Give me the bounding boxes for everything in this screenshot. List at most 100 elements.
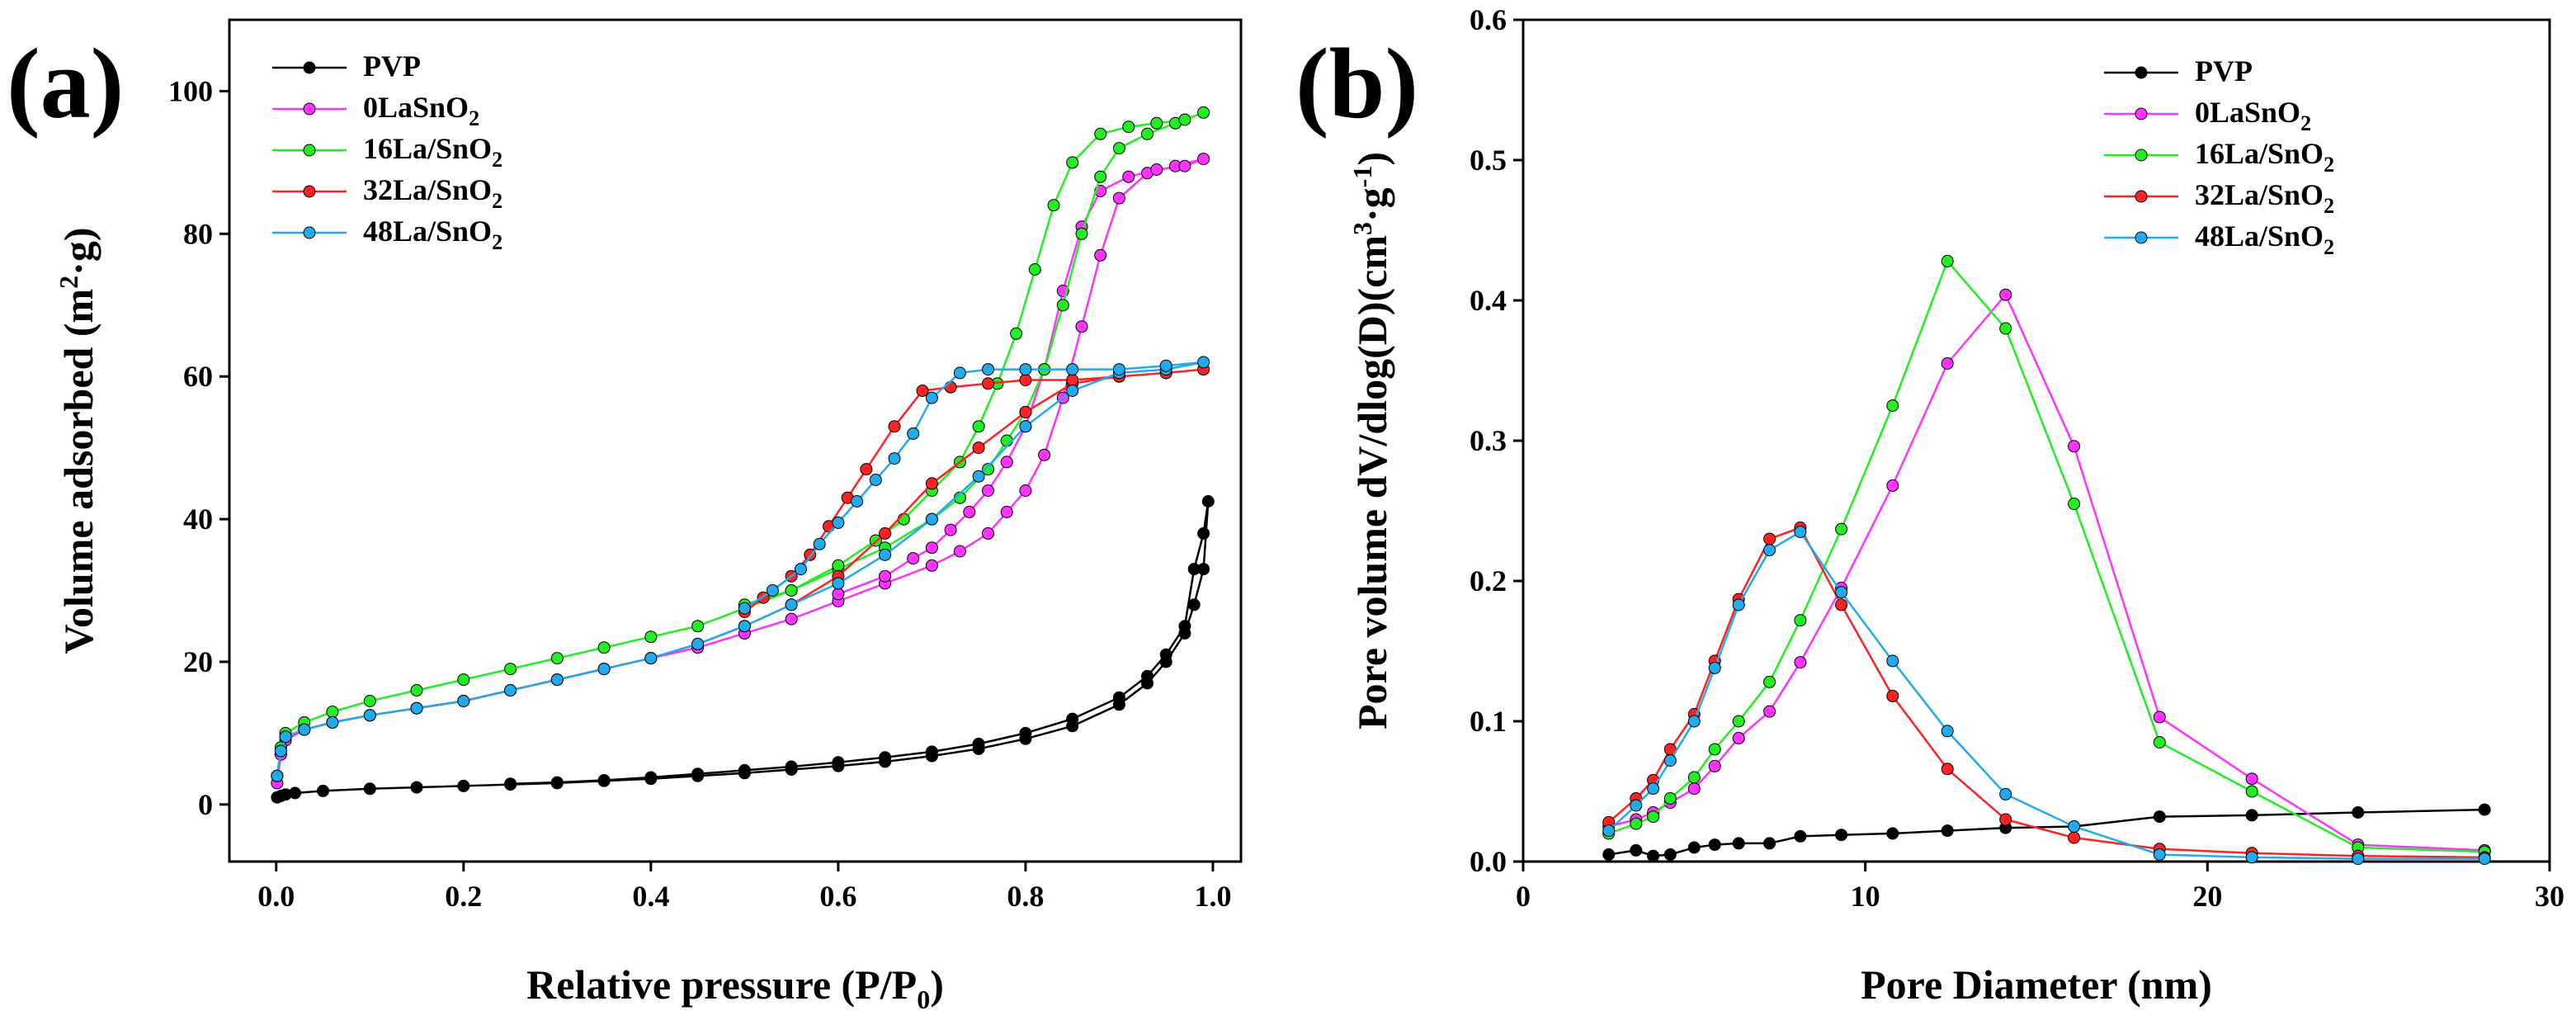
panel-a-point-16la-sno2 (1141, 127, 1154, 140)
panel-a-point-48la-sno2 (795, 563, 807, 576)
panel-a-point-48la-sno2 (766, 584, 779, 597)
panel-a-point-48la-sno2 (1197, 356, 1210, 369)
panel-a-point-pvp (691, 767, 705, 781)
panel-a-point-16la-sno2 (982, 463, 994, 476)
panel-a-y-tick-label: 40 (183, 503, 213, 536)
panel-a-point-0lasno2 (832, 588, 845, 601)
panel-b-legend-marker (2135, 190, 2148, 203)
panel-a-point-16la-sno2 (1094, 170, 1107, 183)
panel-a-point-pvp (832, 756, 845, 769)
panel-b-legend-marker (2135, 231, 2148, 244)
panel-a-point-16la-sno2 (691, 620, 705, 633)
panel-b-point-48la-sno2 (2153, 848, 2166, 861)
panel-b-point-pvp (1602, 848, 1616, 861)
panel-b-point-0lasno2 (2153, 711, 2166, 724)
panel-a-point-48la-sno2 (813, 537, 826, 550)
panel-b-point-16la-sno2 (1647, 810, 1660, 824)
panel-a-point-32la-sno2 (888, 420, 901, 433)
panel-a-point-16la-sno2 (1028, 263, 1041, 276)
panel-b-point-16la-sno2 (1999, 322, 2012, 335)
panel-b-point-48la-sno2 (2068, 820, 2081, 833)
panel-a-legend-label: 48La/SnO2 (363, 215, 502, 254)
panel-a-series-16la-sno2 (271, 106, 1210, 782)
panel-a-point-pvp (1019, 726, 1032, 739)
panel-a-x-tick-label: 0.8 (1007, 880, 1044, 913)
panel-b-series-16la-sno2 (1602, 254, 2491, 858)
panel-b-point-pvp (2478, 803, 2491, 816)
panel-b-point-16la-sno2 (2068, 498, 2081, 510)
panel-a-point-32la-sno2 (982, 377, 994, 390)
panel-a-legend-label: 16La/SnO2 (363, 132, 502, 172)
panel-b-point-0lasno2 (1708, 759, 1721, 772)
panel-b-y-tick-label: 0.0 (1470, 845, 1507, 878)
panel-a-point-0lasno2 (982, 484, 994, 497)
panel-b-series-48la-sno2 (1602, 526, 2491, 866)
panel-a-point-48la-sno2 (597, 663, 611, 676)
panel-b-point-32la-sno2 (2068, 831, 2081, 844)
panel-a-point-32la-sno2 (1019, 374, 1032, 386)
panel-b-line-0lasno2 (1608, 292, 2485, 852)
panel-b-point-pvp (1794, 829, 1807, 843)
panel-b-point-48la-sno2 (1687, 715, 1701, 728)
panel-b-point-0lasno2 (1794, 656, 1807, 669)
panel-b-point-0lasno2 (1999, 288, 2012, 301)
panel-a-point-48la-sno2 (888, 452, 901, 465)
panel-a-y-axis-title: Volume adsorbed (m2·g) (54, 228, 101, 654)
panel-b-point-pvp (2153, 810, 2166, 824)
panel-a-point-48la-sno2 (1159, 359, 1172, 372)
panel-b-y-axis-title: Pore volume dV/dlog(D)(cm3·g-1) (1347, 152, 1395, 730)
panel-a-point-16la-sno2 (832, 559, 845, 572)
panel-b-y-tick-label: 0.5 (1470, 144, 1507, 177)
panel-a-point-32la-sno2 (1066, 374, 1079, 386)
panel-a-point-0lasno2 (953, 545, 966, 558)
panel-a-point-0lasno2 (944, 523, 957, 536)
panel-b-point-16la-sno2 (1687, 771, 1701, 784)
panel-a-x-tick-label: 0.4 (632, 880, 669, 913)
panel-b-point-48la-sno2 (1602, 824, 1616, 838)
panel-a-point-48la-sno2 (298, 723, 311, 736)
panel-a-point-16la-sno2 (363, 695, 376, 707)
panel-a-legend-item-48la-sno2: 48La/SnO2 (272, 215, 502, 254)
panel-a-legend-item-32la-sno2: 32La/SnO2 (272, 173, 502, 213)
panel-a-point-0lasno2 (1112, 191, 1125, 205)
panel-a-point-pvp (1066, 712, 1079, 725)
panel-a-series-pvp (271, 495, 1215, 804)
panel-a-legend-item-pvp: PVP (272, 50, 421, 83)
panel-a-point-16la-sno2 (1178, 113, 1191, 126)
panel-a-point-48la-sno2 (1066, 385, 1079, 397)
panel-a-line-pvp (276, 501, 1210, 799)
panel-a-legend-marker (303, 226, 316, 239)
panel-a-plot-frame (228, 18, 1243, 863)
panel-a-point-0lasno2 (1094, 248, 1107, 262)
panel-a-point-16la-sno2 (644, 630, 658, 644)
panel-b-x-tick-label: 20 (2192, 880, 2222, 913)
panel-a-point-32la-sno2 (972, 442, 985, 455)
panel-b-point-32la-sno2 (1999, 813, 2012, 826)
panel-a-point-0lasno2 (1038, 448, 1051, 461)
panel-a-point-32la-sno2 (860, 463, 873, 476)
panel-b-point-pvp (1941, 824, 1954, 838)
panel-b-point-0lasno2 (2068, 440, 2081, 453)
panel-a-point-0lasno2 (785, 612, 798, 626)
panel-a-point-pvp (363, 782, 376, 796)
panel-b-point-48la-sno2 (1647, 782, 1660, 796)
panel-a-point-pvp (644, 771, 658, 784)
panel-a-point-pvp (410, 781, 423, 794)
panel-a-x-tick-label: 1.0 (1194, 880, 1231, 913)
panel-b-point-16la-sno2 (2153, 736, 2166, 748)
panel-a-point-pvp (597, 774, 611, 786)
panel-a-point-pvp (785, 760, 798, 773)
panel-a-point-48la-sno2 (363, 709, 376, 722)
panel-a-point-48la-sno2 (925, 391, 938, 404)
panel-a-point-48la-sno2 (982, 363, 994, 376)
panel-b-x-tick-label: 0 (1516, 880, 1531, 913)
panel-a-line-32la-sno2 (276, 368, 1204, 777)
panel-b-point-16la-sno2 (1708, 743, 1721, 756)
panel-a-point-pvp (972, 737, 985, 750)
panel-b-legend-item-16la-sno2: 16La/SnO2 (2104, 137, 2334, 177)
panel-b-point-0lasno2 (1687, 782, 1701, 796)
panel-a-point-16la-sno2 (1066, 156, 1079, 169)
panel-a-point-48la-sno2 (326, 715, 339, 729)
panel-a-label: (a) (7, 28, 124, 139)
panel-a-point-48la-sno2 (1066, 363, 1079, 376)
